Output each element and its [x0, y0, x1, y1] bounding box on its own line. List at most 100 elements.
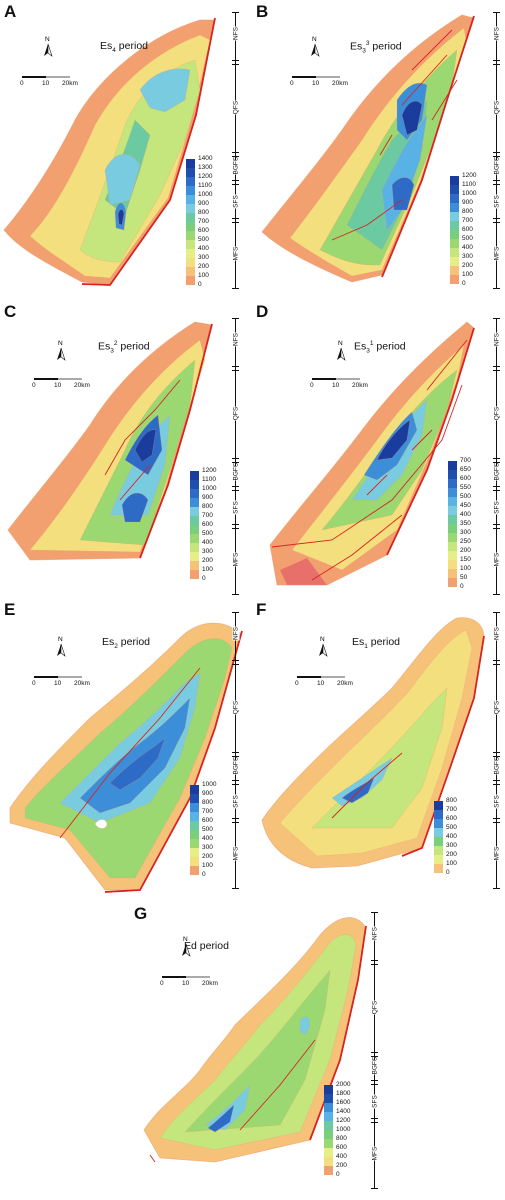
fault-system-label: QFS — [232, 406, 240, 421]
legend-swatch — [450, 275, 459, 284]
period-suffix: period — [369, 40, 402, 53]
legend-value: 300 — [460, 529, 471, 536]
fault-system-label: MFS — [493, 246, 501, 261]
legend-swatch — [324, 1130, 333, 1139]
scale-label: 20km — [74, 680, 90, 687]
fault-system-label: SFS — [493, 500, 501, 515]
period-title: Es1 period — [352, 636, 400, 650]
legend-value: 100 — [202, 566, 213, 573]
fault-line — [139, 323, 213, 559]
fault-system-column: NFS QFS BGFS SFS MFS — [490, 318, 504, 595]
scale-label: 0 — [32, 680, 36, 687]
legend-value: 1100 — [462, 181, 476, 188]
legend-value: 1000 — [462, 190, 477, 197]
fault-system-label: SFS — [493, 794, 501, 809]
fault-system-label: QFS — [493, 100, 501, 115]
legend-value: 900 — [462, 199, 473, 206]
panel-letter: D — [256, 302, 269, 321]
period-main: Es — [350, 40, 363, 53]
fault-line — [119, 464, 151, 501]
legend-value: 200 — [198, 263, 209, 270]
legend-swatch — [448, 569, 457, 578]
legend-value: 300 — [198, 254, 209, 261]
legend-value: 1200 — [462, 172, 477, 179]
legend-value: 400 — [462, 244, 473, 251]
fault-system-label: NFS — [493, 626, 501, 641]
fault-system-label: SFS — [232, 794, 240, 809]
panel-letter: G — [134, 904, 148, 923]
legend-swatch — [190, 507, 199, 516]
scale-label: 20km — [332, 80, 348, 87]
fault-line — [311, 514, 403, 581]
contour-zone — [159, 934, 357, 1151]
color-legend: 1200 1100 1000 900 800 700 600 500 400 300 200 100 0 — [450, 172, 477, 290]
legend-value: 550 — [460, 484, 471, 491]
panel-letter: A — [4, 2, 17, 21]
color-legend: 800 700 600 500 400 300 200 100 0 — [434, 797, 460, 879]
scale-bar: 0 10 20km — [32, 676, 94, 688]
legend-value: 100 — [446, 860, 457, 867]
legend-value: 1400 — [336, 1108, 351, 1115]
legend-swatch — [190, 498, 199, 507]
fault-system-label: BGFS — [493, 462, 501, 481]
scale-label: 0 — [160, 980, 164, 987]
contour-map — [261, 14, 475, 283]
fault-system-label: MFS — [371, 1146, 379, 1161]
legend-value: 400 — [460, 511, 471, 518]
legend-value: 200 — [460, 547, 471, 554]
legend-swatch — [190, 570, 199, 579]
panel-c: C Es32 period N 0 10 20km 1200 1100 1000 900 800 70… — [0, 300, 253, 600]
legend-value: 1000 — [202, 485, 217, 492]
legend-value: 800 — [336, 1135, 347, 1142]
contour-zone — [121, 492, 149, 523]
legend-swatch — [190, 866, 199, 875]
legend-value: 100 — [460, 565, 471, 572]
fault-system-column: NFS QFS BGFS SFS MFS — [229, 612, 243, 889]
fault-line — [331, 199, 403, 241]
north-label: N — [183, 936, 188, 943]
contour-map — [269, 321, 475, 586]
legend-value: 1200 — [336, 1117, 351, 1124]
legend-swatch — [186, 240, 195, 249]
legend-value: 0 — [460, 583, 464, 590]
contour-zone — [104, 154, 141, 206]
north-arrow-icon: N — [180, 936, 192, 958]
legend-value: 200 — [202, 853, 213, 860]
legend-value: 600 — [462, 226, 473, 233]
contour-zone — [311, 687, 448, 829]
legend-swatch — [190, 543, 199, 552]
scale-label: 0 — [295, 680, 299, 687]
panel-letter: B — [256, 2, 269, 21]
legend-swatch — [190, 534, 199, 543]
fault-line — [381, 15, 475, 278]
legend-swatch — [186, 231, 195, 240]
legend-swatch — [190, 561, 199, 570]
legend-swatch — [448, 479, 457, 488]
fault-system-label: MFS — [232, 846, 240, 861]
legend-value: 1100 — [202, 476, 216, 483]
legend-swatch — [324, 1085, 333, 1094]
fault-system-label: NFS — [493, 332, 501, 347]
legend-swatch — [186, 222, 195, 231]
fault-line — [104, 379, 181, 476]
scale-bar: 0 10 20km — [20, 76, 82, 88]
panel-g: G Ed period N 0 10 20km 2000 1800 1600 1400 1200 10… — [130, 900, 383, 1200]
fault-system-label: MFS — [232, 552, 240, 567]
legend-swatch — [448, 488, 457, 497]
contour-map — [261, 617, 485, 869]
legend-value: 50 — [460, 574, 468, 581]
legend-swatch — [190, 812, 199, 821]
legend-swatch — [190, 552, 199, 561]
fault-line — [271, 384, 463, 548]
panel-e: E Es2 period N 0 10 20km 1000 900 800 700 600 500 40… — [0, 598, 253, 898]
scale-label: 20km — [202, 980, 218, 987]
period-main: Ed period — [184, 940, 229, 952]
fault-line — [379, 134, 393, 156]
legend-value: 500 — [460, 493, 471, 500]
scale-label: 0 — [32, 382, 36, 389]
north-arrow-icon: N — [42, 36, 54, 58]
period-main: Es — [354, 340, 367, 353]
legend-value: 600 — [460, 475, 471, 482]
period-title: Es32 period — [98, 340, 150, 355]
color-legend: 1400 1300 1200 1100 1000 900 800 700 600 500 400 30… — [186, 155, 212, 291]
